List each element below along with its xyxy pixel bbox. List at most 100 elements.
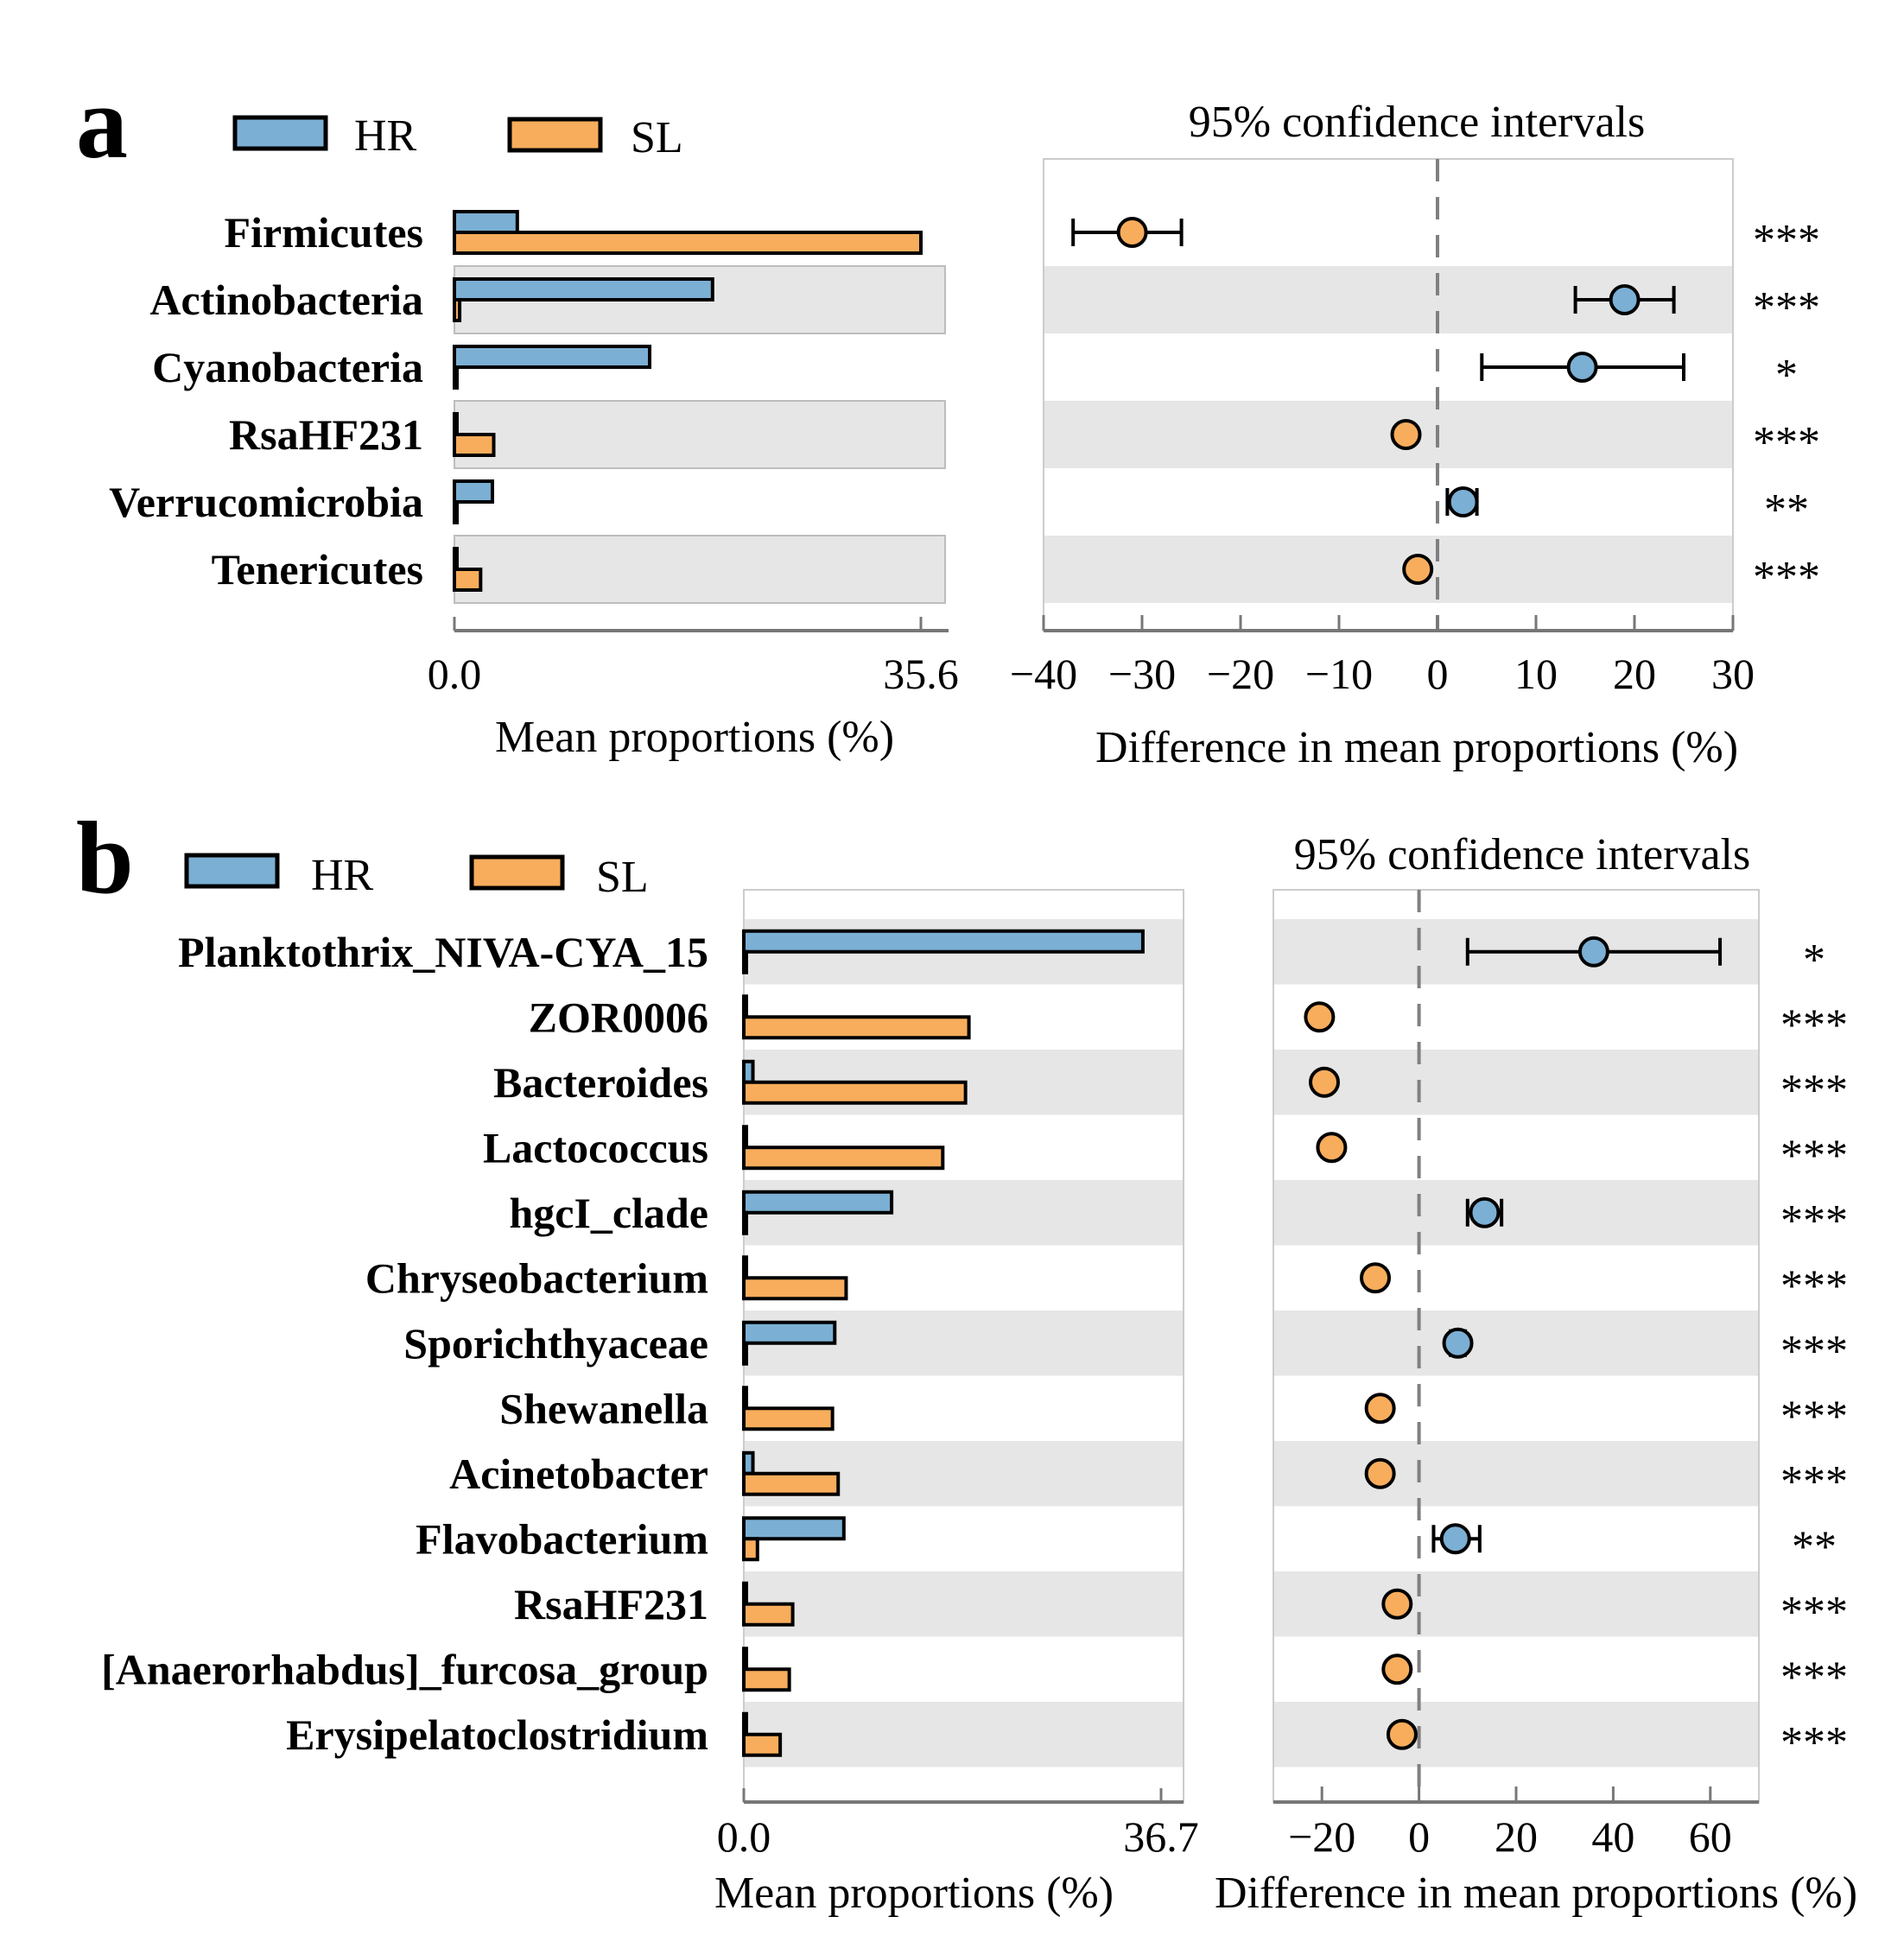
category-label: Shewanella	[499, 1384, 708, 1432]
category-label: RsaHF231	[229, 410, 423, 459]
ci-axis-tick-label: 10	[1514, 650, 1558, 698]
bar-SL	[453, 568, 483, 592]
significance-label: **	[1764, 486, 1809, 535]
category-label: Bacteroides	[493, 1058, 708, 1107]
ci-axis-tick-label: −20	[1288, 1812, 1355, 1861]
category-label: Verrucomicrobia	[109, 478, 423, 526]
ci-point-SL	[1381, 1588, 1413, 1620]
bar-HR	[453, 345, 652, 369]
value-axis-label: Mean proportions (%)	[714, 1869, 1114, 1918]
ci-point-SL	[1386, 1718, 1418, 1750]
ci-point-HR	[1469, 1196, 1501, 1228]
ci-point-SL	[1309, 1066, 1341, 1098]
significance-label: ***	[1780, 1457, 1848, 1507]
bar-SL	[742, 1015, 971, 1040]
ci-band	[1273, 1441, 1759, 1507]
bar-SL	[742, 1276, 848, 1301]
category-label: Tenericutes	[212, 545, 423, 593]
bar-SL	[453, 298, 462, 322]
ci-title: 95% confidence intervals	[1189, 98, 1645, 147]
category-label: [Anaerorhabdus]_furcosa_group	[101, 1645, 708, 1693]
bar-HR	[742, 1647, 748, 1672]
category-label: Erysipelatoclostridium	[286, 1710, 708, 1759]
bar-HR	[742, 1125, 748, 1150]
ci-band	[1273, 1702, 1759, 1767]
bar-HR	[453, 210, 519, 234]
significance-label: ***	[1780, 1066, 1848, 1115]
bar-HR	[742, 1059, 755, 1084]
legend-label-HR: HR	[311, 851, 374, 900]
significance-label: ***	[1753, 216, 1820, 265]
value-axis-tick-label: 0.0	[717, 1812, 771, 1861]
significance-label: ***	[1753, 283, 1820, 333]
category-label: Planktothrix_NIVA-CYA_15	[178, 928, 708, 976]
ci-axis-tick-label: 0	[1408, 1812, 1430, 1861]
significance-label: ***	[1780, 1000, 1848, 1050]
ci-point-SL	[1116, 217, 1148, 248]
panel-b: b HR SL Planktothrix_NIVA-CYA_15 ZOR0006 Bact…	[76, 800, 1857, 1918]
bar-SL	[742, 1146, 945, 1171]
bar-SL	[742, 1667, 791, 1692]
ci-point-HR	[1442, 1327, 1474, 1359]
bar-HR	[742, 1581, 748, 1606]
significance-label: ***	[1780, 1718, 1848, 1767]
bar-SL	[453, 365, 459, 390]
bar-HR	[453, 412, 459, 436]
significance-label: *	[1803, 936, 1825, 985]
category-label: Firmicutes	[225, 208, 423, 257]
bar-SL	[742, 949, 748, 974]
significance-label: ***	[1753, 418, 1820, 467]
bar-HR	[453, 479, 494, 504]
bar-SL	[742, 1602, 795, 1627]
category-label: Chryseobacterium	[365, 1253, 708, 1302]
bar-SL	[742, 1471, 841, 1496]
category-label: Cyanobacteria	[152, 343, 423, 391]
ci-point-HR	[1577, 936, 1609, 968]
significance-label: **	[1792, 1522, 1837, 1571]
value-axis-tick-label: 35.6	[883, 650, 959, 698]
ci-axis-tick-label: 20	[1495, 1812, 1538, 1861]
legend-label-SL: SL	[596, 853, 649, 902]
ci-point-HR	[1609, 284, 1641, 315]
ci-band	[1044, 536, 1733, 603]
ci-point-SL	[1360, 1262, 1392, 1294]
significance-label: ***	[1780, 1588, 1848, 1637]
legend-swatch-SL	[469, 854, 565, 891]
ci-axis-tick-label: −10	[1305, 650, 1373, 698]
bar-SL	[453, 231, 923, 255]
significance-label: ***	[1753, 553, 1820, 602]
bar-HR	[742, 1711, 748, 1736]
ci-band	[1273, 1311, 1759, 1376]
significance-label: ***	[1780, 1261, 1848, 1311]
ci-point-SL	[1402, 554, 1434, 585]
bar-band	[454, 535, 946, 604]
ci-title: 95% confidence intervals	[1294, 830, 1750, 879]
bar-SL	[742, 1406, 835, 1431]
value-axis-tick-label: 36.7	[1123, 1812, 1199, 1861]
significance-label: ***	[1780, 1131, 1848, 1180]
category-label: ZOR0006	[529, 993, 708, 1041]
bar-HR	[742, 1255, 748, 1280]
ci-point-SL	[1364, 1393, 1396, 1425]
category-label: Acinetobacter	[449, 1450, 708, 1498]
value-axis-tick-label: 0.0	[428, 650, 482, 698]
ci-point-SL	[1304, 1001, 1336, 1033]
bar-SL	[453, 500, 459, 524]
ci-axis-tick-label: −30	[1108, 650, 1176, 698]
category-label: Actinobacteria	[149, 276, 423, 324]
bar-HR	[453, 277, 714, 301]
ci-axis-label: Difference in mean proportions (%)	[1215, 1869, 1857, 1918]
category-label: RsaHF231	[514, 1580, 708, 1628]
category-label: Lactococcus	[483, 1123, 708, 1171]
panel-label: b	[76, 800, 134, 915]
value-axis-label: Mean proportions (%)	[495, 713, 894, 762]
significance-label: ***	[1780, 1196, 1848, 1246]
ci-point-SL	[1390, 419, 1422, 450]
legend-swatch-HR	[232, 115, 328, 151]
bar-SL	[742, 1210, 748, 1235]
bar-HR	[742, 1386, 748, 1411]
bar-SL	[742, 1537, 759, 1562]
ci-point-HR	[1566, 352, 1598, 383]
significance-label: *	[1775, 351, 1798, 400]
